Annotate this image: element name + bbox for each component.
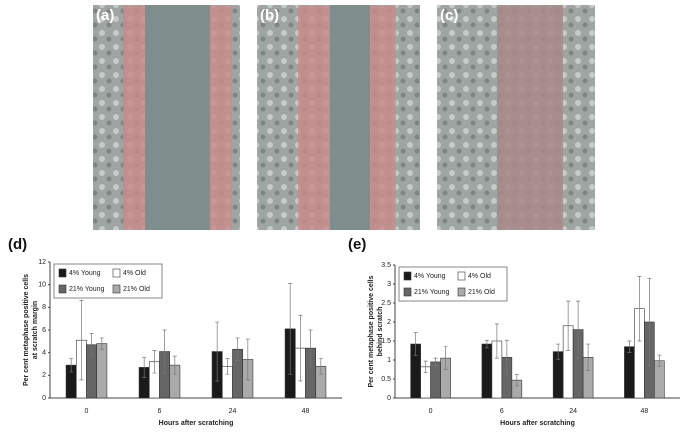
- legend-label: 21% Old: [468, 289, 495, 296]
- error-bar: [627, 340, 632, 353]
- error-bar: [647, 277, 652, 367]
- legend-label: 4% Young: [414, 273, 446, 280]
- y-tick-label: 2: [387, 319, 391, 326]
- error-bar: [215, 321, 220, 382]
- error-bar: [423, 360, 428, 373]
- x-tick-label: 24: [229, 408, 237, 415]
- error-bar: [308, 329, 313, 367]
- y-tick-label: 2: [42, 372, 46, 379]
- y-tick-label: 2.5: [381, 300, 391, 307]
- x-tick-label: 24: [569, 408, 577, 415]
- legend-label: 4% Old: [468, 273, 491, 280]
- chart-label: (d): [8, 236, 27, 253]
- bar: [96, 343, 108, 399]
- error-bar: [79, 300, 84, 381]
- error-bar: [152, 350, 157, 374]
- y-axis-label: Per cent metaphase positive cells: [368, 275, 375, 387]
- error-bar: [225, 357, 230, 375]
- error-bar: [494, 323, 499, 359]
- error-bar: [484, 339, 489, 349]
- error-bar: [657, 354, 662, 367]
- error-bar: [298, 314, 303, 382]
- x-tick-label: 6: [158, 408, 162, 415]
- error-bar: [318, 357, 323, 375]
- legend-swatch: [58, 284, 67, 294]
- x-axis-label: Hours after scratching: [159, 420, 234, 427]
- y-tick-label: 3: [387, 281, 391, 288]
- micrograph-c: [437, 5, 595, 230]
- bar: [481, 343, 493, 399]
- error-bar: [637, 276, 642, 342]
- error-bar: [99, 337, 104, 350]
- error-bar: [288, 283, 293, 375]
- y-axis-label: behind scratch: [377, 307, 384, 357]
- error-bar: [514, 374, 519, 387]
- y-tick-label: 0: [42, 395, 46, 402]
- bar: [430, 361, 441, 399]
- y-tick-label: 0: [387, 395, 391, 402]
- error-bar: [162, 329, 167, 374]
- error-bar: [433, 357, 438, 367]
- x-tick-label: 0: [429, 408, 433, 415]
- legend-label: 21% Old: [123, 286, 150, 293]
- error-bar: [504, 339, 509, 375]
- legend-box: [53, 263, 163, 299]
- legend-swatch: [457, 287, 466, 297]
- chart-label: (e): [348, 236, 366, 253]
- bar: [624, 346, 635, 399]
- x-tick-label: 6: [500, 408, 504, 415]
- legend-swatch: [403, 271, 412, 281]
- y-tick-label: 6: [42, 327, 46, 334]
- error-bar: [69, 357, 74, 373]
- legend-label: 4% Old: [123, 270, 146, 277]
- error-bar: [245, 338, 250, 381]
- y-tick-label: 4: [42, 350, 46, 357]
- panel-label: (c): [440, 7, 458, 24]
- micrograph-b: [257, 5, 420, 230]
- error-bar: [142, 356, 147, 378]
- y-tick-label: 12: [38, 259, 46, 266]
- x-tick-label: 48: [302, 408, 310, 415]
- legend-swatch: [112, 284, 121, 294]
- error-bar: [235, 337, 240, 361]
- legend-label: 21% Young: [414, 289, 450, 296]
- y-tick-label: 3.5: [381, 262, 391, 269]
- legend-label: 4% Young: [69, 270, 101, 277]
- y-tick-label: 1: [387, 357, 391, 364]
- x-tick-label: 0: [85, 408, 89, 415]
- y-tick-label: 10: [38, 282, 46, 289]
- error-bar: [576, 300, 581, 359]
- y-axis-label: Per cent metaphase positive cells: [23, 274, 30, 386]
- error-bar: [89, 333, 94, 357]
- x-axis-label: Hours after scratching: [500, 420, 575, 427]
- x-tick-label: 48: [640, 408, 648, 415]
- error-bar: [172, 355, 177, 375]
- legend-swatch: [112, 268, 121, 278]
- error-bar: [443, 346, 448, 370]
- legend-box: [398, 266, 508, 302]
- legend-swatch: [457, 271, 466, 281]
- legend-swatch: [58, 268, 67, 278]
- error-bar: [566, 300, 571, 351]
- error-bar: [413, 332, 418, 356]
- y-tick-label: 8: [42, 304, 46, 311]
- error-bar: [586, 343, 591, 371]
- legend-swatch: [403, 287, 412, 297]
- y-axis-label: at scratch margin: [32, 301, 39, 359]
- panel-label: (b): [260, 7, 279, 24]
- error-bar: [556, 343, 561, 360]
- panel-label: (a): [96, 7, 114, 24]
- legend-label: 21% Young: [69, 286, 105, 293]
- micrograph-a: [93, 5, 240, 230]
- y-tick-label: 1.5: [381, 338, 391, 345]
- y-tick-label: 0.5: [381, 376, 391, 383]
